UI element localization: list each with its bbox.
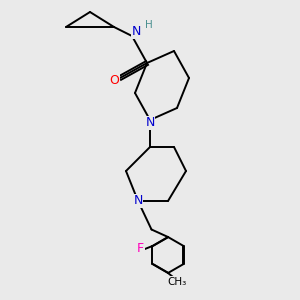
Text: O: O	[109, 74, 119, 88]
Text: CH₃: CH₃	[167, 277, 187, 287]
Text: N: N	[145, 116, 155, 130]
Text: F: F	[137, 242, 144, 256]
Text: H: H	[145, 20, 152, 31]
Text: N: N	[133, 194, 143, 208]
Text: N: N	[132, 25, 141, 38]
